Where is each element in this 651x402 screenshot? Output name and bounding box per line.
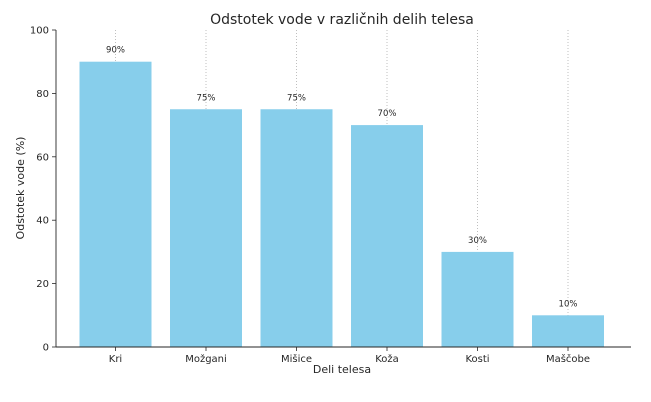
bar-value-label: 75% <box>197 93 216 103</box>
bar-value-label: 10% <box>559 299 578 309</box>
x-tick-label: Kri <box>109 354 122 365</box>
y-tick-label: 80 <box>36 89 49 100</box>
chart-title: Odstotek vode v različnih delih telesa <box>210 12 474 28</box>
x-tick-label: Mišice <box>281 353 312 365</box>
x-tick-label: Koža <box>375 353 399 365</box>
bar <box>79 61 152 347</box>
x-axis-label: Deli telesa <box>313 363 371 376</box>
bar <box>441 251 514 347</box>
y-tick-label: 40 <box>36 216 49 227</box>
y-tick-label: 0 <box>43 343 49 354</box>
y-tick-label: 20 <box>36 279 49 290</box>
value-labels: 90% 75% 75% 70% 30% 10% <box>106 46 577 310</box>
bar <box>170 109 242 347</box>
x-tick-label: Maščobe <box>546 353 590 365</box>
axes <box>55 30 631 348</box>
bar <box>260 109 333 347</box>
bar <box>532 315 604 347</box>
y-axis-ticks: 0 20 40 60 80 100 <box>30 26 56 354</box>
bar-value-label: 70% <box>378 109 397 119</box>
bars <box>79 61 604 347</box>
y-tick-label: 100 <box>30 26 49 37</box>
x-tick-label: Možgani <box>185 353 227 365</box>
bar-value-label: 90% <box>106 46 125 56</box>
bar-value-label: 30% <box>468 236 487 246</box>
x-tick-label: Kosti <box>465 354 489 365</box>
y-axis-label: Odstotek vode (%) <box>14 137 27 240</box>
x-axis-ticks: Kri Možgani Mišice Koža Kosti Maščobe <box>109 347 590 365</box>
bar-value-label: 75% <box>287 93 306 103</box>
y-tick-label: 60 <box>36 152 49 163</box>
bar <box>351 125 423 347</box>
